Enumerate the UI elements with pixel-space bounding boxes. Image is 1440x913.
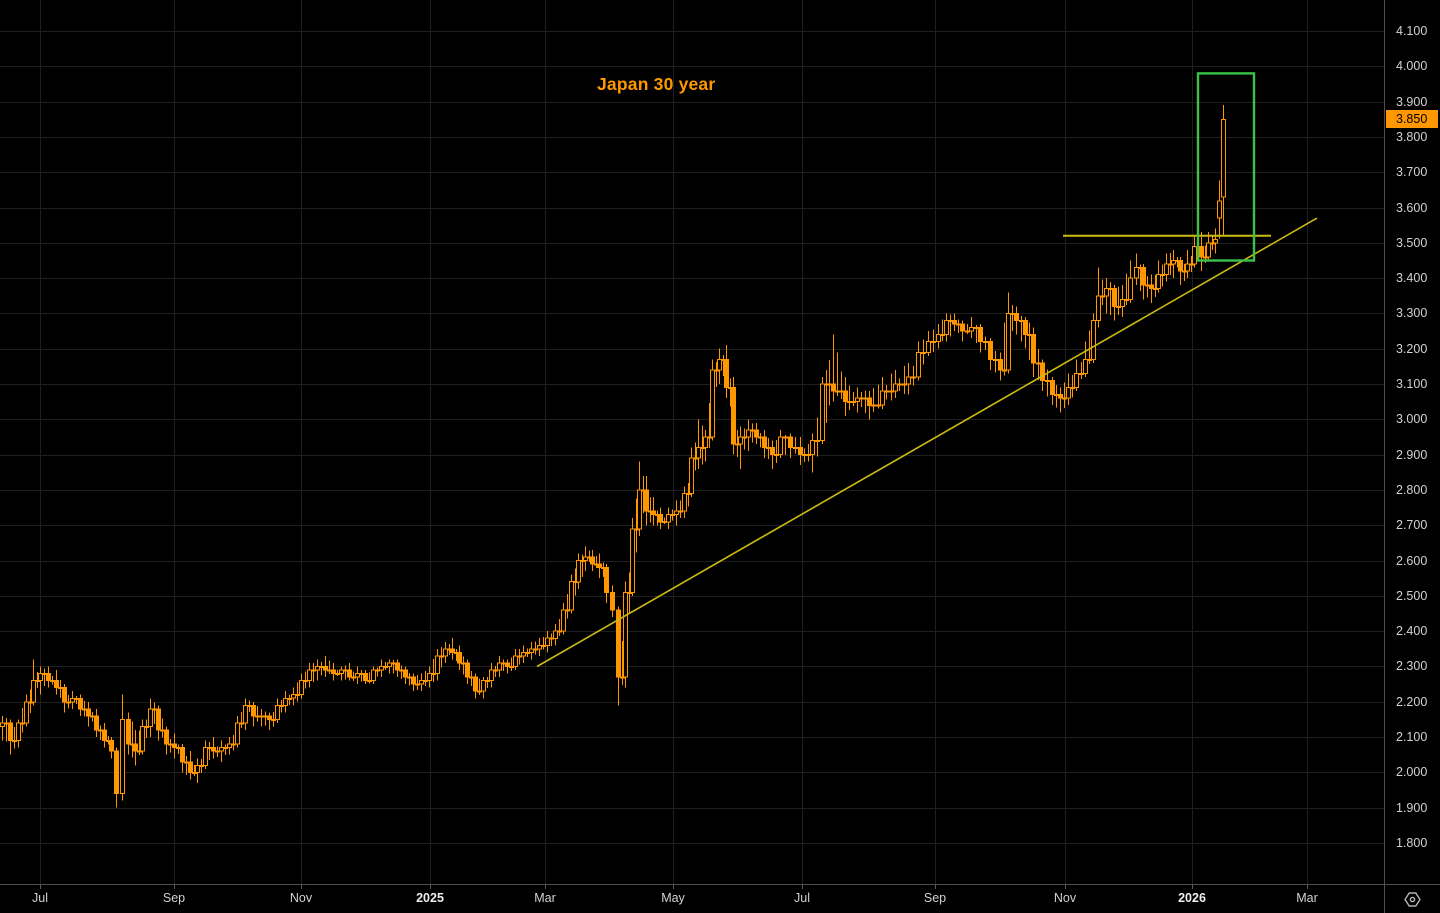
price-axis-label: 2.200	[1396, 694, 1428, 709]
last-price-label: 3.850	[1386, 110, 1438, 129]
price-axis-label: 3.100	[1396, 377, 1428, 392]
price-axis-label: 3.600	[1396, 200, 1428, 215]
time-axis-month-label: Nov	[1053, 891, 1077, 905]
time-axis-tick	[802, 885, 803, 889]
trendline[interactable]	[536, 217, 1318, 668]
price-chart-plot[interactable]	[0, 0, 1384, 884]
price-axis-label: 3.800	[1396, 129, 1428, 144]
price-axis-label: 2.000	[1396, 765, 1428, 780]
time-axis-tick	[301, 885, 302, 889]
highlight-rectangle[interactable]	[1196, 72, 1256, 262]
price-axis-label: 3.900	[1396, 94, 1428, 109]
time-axis-tick	[40, 885, 41, 889]
time-axis-month-label: Sep	[162, 891, 186, 905]
time-axis-tick	[935, 885, 936, 889]
price-axis-label: 2.100	[1396, 730, 1428, 745]
price-axis-label: 1.900	[1396, 800, 1428, 815]
price-axis-label: 3.400	[1396, 271, 1428, 286]
time-axis-tick	[1192, 885, 1193, 889]
time-axis-month-label: Jul	[794, 891, 810, 905]
time-axis-tick	[1065, 885, 1066, 889]
price-axis-label: 2.500	[1396, 588, 1428, 603]
time-axis-month-label: May	[661, 891, 685, 905]
time-axis-year-label: 2026	[1178, 891, 1206, 905]
time-axis-month-label: Mar	[534, 891, 556, 905]
price-axis-label: 2.600	[1396, 553, 1428, 568]
price-axis-label: 3.500	[1396, 235, 1428, 250]
price-axis-label: 3.300	[1396, 306, 1428, 321]
price-axis-label: 2.300	[1396, 659, 1428, 674]
time-axis-month-label: Sep	[923, 891, 947, 905]
price-axis-label: 2.800	[1396, 482, 1428, 497]
price-axis-label: 3.000	[1396, 412, 1428, 427]
time-axis-border	[0, 884, 1440, 885]
grid-lines	[0, 0, 1384, 884]
time-axis-month-label: Nov	[289, 891, 313, 905]
time-axis-tick	[545, 885, 546, 889]
eye-icon[interactable]	[1403, 891, 1422, 908]
price-axis-label: 2.400	[1396, 624, 1428, 639]
candlestick-series	[0, 105, 1226, 808]
time-axis-tick	[673, 885, 674, 889]
time-axis-month-label: Jul	[32, 891, 48, 905]
chart-drawings	[536, 72, 1318, 668]
price-axis-label: 4.100	[1396, 24, 1428, 38]
price-axis-border	[1384, 0, 1385, 913]
price-axis-label: 4.000	[1396, 59, 1428, 74]
price-axis-label: 3.200	[1396, 341, 1428, 356]
price-axis[interactable]: 4.100 4.000 3.900 3.800 3.700 3.600 3.500 3.400…	[1385, 0, 1440, 884]
price-axis-label: 2.900	[1396, 447, 1428, 462]
chart-title[interactable]: Japan 30 year	[597, 74, 716, 94]
time-axis-tick	[1307, 885, 1308, 889]
time-axis-year-label: 2025	[416, 891, 444, 905]
axis-corner	[1385, 885, 1440, 913]
time-axis-tick	[430, 885, 431, 889]
price-axis-label: 2.700	[1396, 518, 1428, 533]
price-axis-label: 1.800	[1396, 836, 1428, 850]
time-axis[interactable]: Jul Sep Nov 2025 Mar May Jul Sep Nov 2026 Mar	[0, 885, 1440, 913]
price-axis-label: 3.700	[1396, 165, 1428, 180]
time-axis-month-label: Mar	[1296, 891, 1318, 905]
time-axis-tick	[174, 885, 175, 889]
